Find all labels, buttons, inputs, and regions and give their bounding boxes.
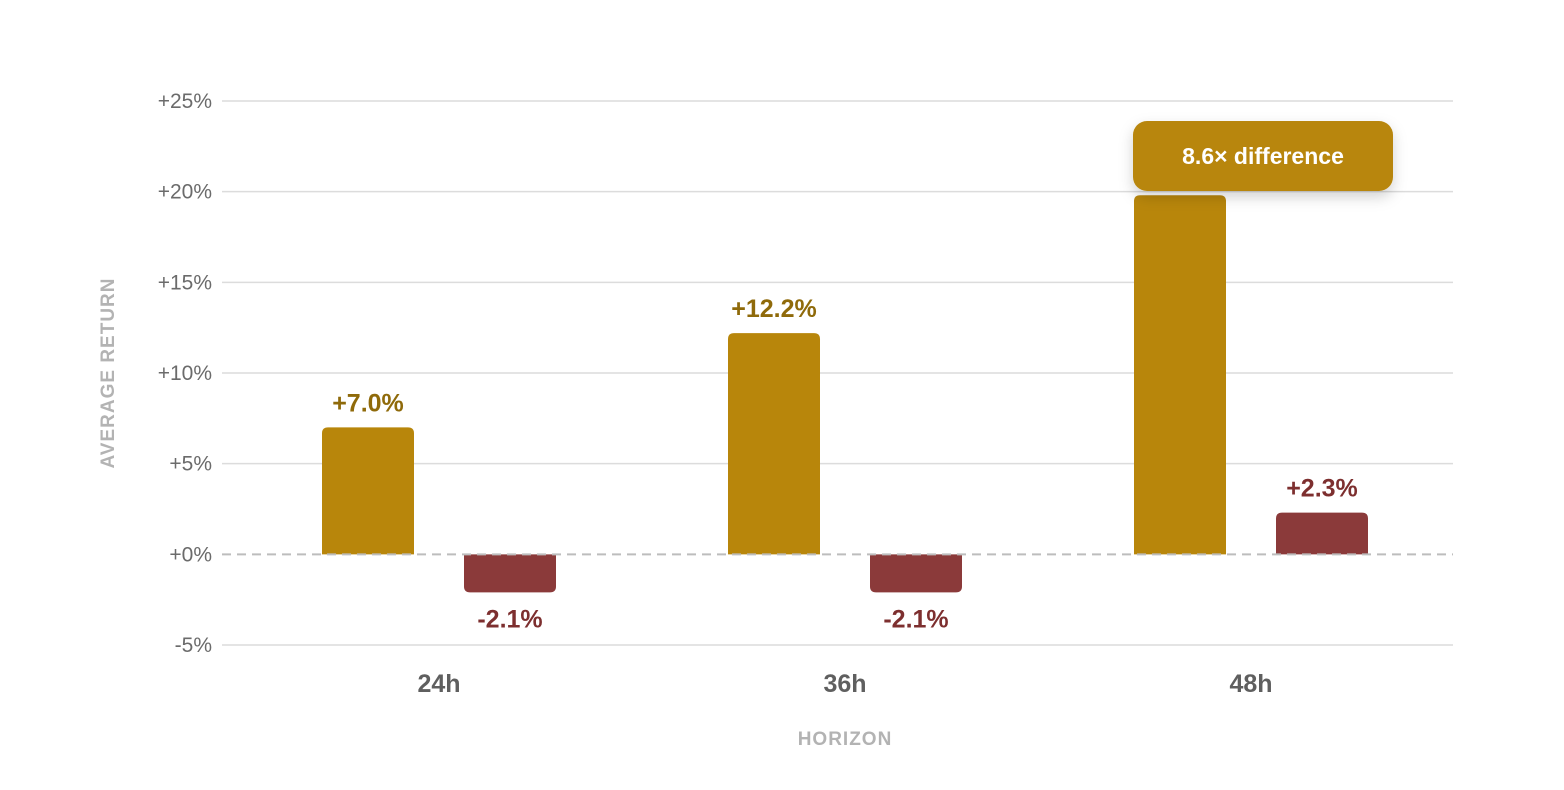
value-label: -2.1%	[477, 605, 542, 633]
bars	[322, 195, 1368, 593]
value-label: +12.2%	[731, 295, 817, 323]
y-tick-label: +15%	[158, 271, 212, 294]
x-axis-categories: 24h 36h 48h	[417, 670, 1272, 698]
gridlines	[222, 100, 1453, 646]
x-axis-title: HORIZON	[798, 729, 893, 750]
value-labels: +7.0% +12.2% -2.1% -2.1% +2.3%	[332, 295, 1358, 633]
bar-36h-series-1	[728, 333, 820, 555]
callout-text: 8.6× difference	[1182, 143, 1344, 169]
y-tick-label: -5%	[175, 634, 212, 657]
y-axis-ticks: +25% +20% +15% +10% +5% +0% -5%	[158, 90, 212, 657]
bar-36h-series-2	[870, 554, 962, 593]
y-tick-label: +20%	[158, 181, 212, 204]
bar-48h-series-1	[1134, 195, 1226, 555]
bar-24h-series-1	[322, 427, 414, 555]
x-tick-label: 24h	[417, 670, 460, 698]
x-tick-label: 48h	[1229, 670, 1272, 698]
difference-callout: 8.6× difference	[1133, 121, 1393, 191]
callout-background	[1133, 121, 1393, 191]
value-label: +7.0%	[332, 389, 404, 417]
y-tick-label: +10%	[158, 362, 212, 385]
y-tick-label: +5%	[169, 453, 212, 476]
y-axis-title: AVERAGE RETURN	[98, 278, 119, 469]
value-label: -2.1%	[883, 605, 948, 633]
bar-48h-series-2	[1276, 512, 1368, 555]
x-tick-label: 36h	[823, 670, 866, 698]
callout-badge: 8.6× difference	[1133, 121, 1393, 191]
bar-24h-series-2	[464, 554, 556, 593]
value-label: +2.3%	[1286, 475, 1358, 503]
y-tick-label: +0%	[169, 543, 212, 566]
y-tick-label: +25%	[158, 90, 212, 113]
